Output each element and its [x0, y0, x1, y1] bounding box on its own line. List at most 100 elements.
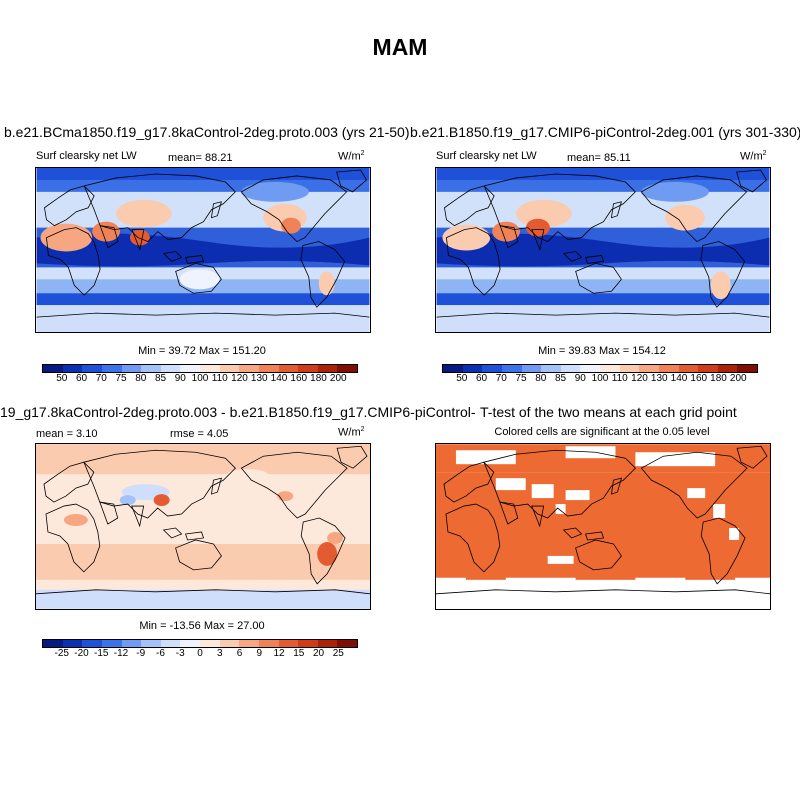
panel-1-colorbar: 50 60 70 75 80 85 90 100 110 120 130 140 160 180 200 — [42, 364, 358, 385]
colorbar-tick-label: 130 — [250, 373, 268, 384]
colorbar-swatch — [317, 365, 338, 372]
panel-3-minmax: Min = -13.56 Max = 27.00 — [139, 620, 265, 632]
colorbar-swatch — [43, 640, 63, 647]
colorbar-tick-label: 200 — [329, 373, 347, 384]
colorbar-swatch — [239, 640, 259, 647]
colorbar-swatch — [462, 365, 483, 372]
colorbar-swatch — [580, 365, 600, 372]
significant-region — [436, 472, 770, 578]
panel-3-units: W/m2 — [338, 426, 365, 439]
panel-2-title: b.e21.B1850.f19_g17.CMIP6-piControl-2deg… — [410, 124, 800, 140]
colorbar-tick-label: 25 — [332, 648, 344, 659]
panel-2-units: W/m2 — [740, 150, 767, 163]
colorbar-tick-label: 180 — [310, 373, 327, 384]
panel-1-minmax: Min = 39.72 Max = 151.20 — [138, 345, 266, 357]
colorbar-swatch — [639, 365, 659, 372]
panel-2-variable-label: Surf clearsky net LW — [436, 150, 537, 162]
colorbar-tick-label: -6 — [156, 648, 165, 659]
colorbar-tick-label: 50 — [56, 373, 68, 384]
colorbar-swatch — [180, 365, 200, 372]
colorbar-swatch — [121, 640, 142, 647]
colorbar-swatch — [101, 365, 122, 372]
colorbar-tick-label: 85 — [554, 373, 567, 384]
colorbar-tick-label: -15 — [94, 648, 109, 659]
colorbar-swatch — [560, 365, 581, 372]
colorbar-tick-labels: 50 60 70 75 80 85 90 100 110 120 130 140 160 180 200 — [42, 373, 358, 385]
colorbar-tick-labels: 50 60 70 75 80 85 90 100 110 120 130 140 160 180 200 — [442, 373, 758, 385]
colorbar-swatch — [43, 365, 63, 372]
panel-1-units: W/m2 — [338, 150, 365, 163]
panel-3-map — [35, 443, 371, 610]
colorbar-tick-label: 15 — [293, 648, 305, 659]
colorbar-tick-label: -20 — [74, 648, 89, 659]
colorbar-swatch — [521, 365, 542, 372]
colorbar-tick-label: 9 — [256, 648, 263, 659]
colorbar-swatch — [298, 365, 318, 372]
colorbar-swatch — [337, 640, 357, 647]
colorbar-swatch — [121, 365, 142, 372]
colorbar-tick-label: 80 — [135, 373, 147, 384]
colorbar-tick-label: 50 — [456, 373, 468, 384]
panel-1-mean-label: mean= 88.21 — [168, 152, 233, 164]
colorbar-tick-label: 90 — [574, 373, 586, 384]
colorbar-tick-label: 6 — [236, 648, 243, 659]
colorbar-swatch — [541, 365, 561, 372]
colorbar-swatch — [258, 365, 279, 372]
panel-4-subtitle: Colored cells are significant at the 0.0… — [494, 426, 710, 438]
colorbar-swatch — [600, 365, 620, 372]
colorbar-tick-label: 180 — [710, 373, 727, 384]
panel-4-map — [435, 443, 771, 610]
panel-3-title: 19_g17.8kaControl-2deg.proto.003 - b.e21… — [0, 404, 476, 420]
panel-1-map — [35, 167, 371, 333]
colorbar-swatch — [278, 640, 299, 647]
colorbar-swatch — [62, 365, 83, 372]
colorbar-tick-label: 120 — [631, 373, 648, 384]
colorbar-swatches — [42, 639, 358, 648]
colorbar-swatch — [160, 365, 181, 372]
colorbar-swatch — [443, 365, 463, 372]
colorbar-tick-label: 70 — [495, 373, 507, 384]
colorbar-tick-label: -3 — [175, 648, 185, 659]
colorbar-tick-label: 75 — [115, 373, 127, 384]
colorbar-swatch — [82, 365, 102, 372]
colorbar-tick-label: -9 — [136, 648, 146, 659]
colorbar-swatch — [337, 365, 357, 372]
colorbar-tick-label: 70 — [95, 373, 107, 384]
colorbar-swatch — [82, 640, 102, 647]
colorbar-swatch — [658, 365, 679, 372]
colorbar-tick-label: 60 — [475, 373, 488, 384]
colorbar-tick-labels: -25 -20 -15 -12 -9 -6 -3 0 3 6 9 12 15 20 25 — [42, 648, 358, 660]
colorbar-tick-label: 3 — [216, 648, 223, 659]
colorbar-swatch — [737, 365, 757, 372]
colorbar-swatch — [317, 640, 338, 647]
colorbar-swatch — [219, 365, 240, 372]
colorbar-tick-label: 80 — [535, 373, 547, 384]
colorbar-swatch — [180, 640, 200, 647]
colorbar-swatch — [239, 365, 259, 372]
panel-3-mean-label: mean = 3.10 — [36, 428, 98, 440]
colorbar-tick-label: 110 — [211, 373, 228, 384]
colorbar-tick-label: 20 — [312, 648, 325, 659]
colorbar-swatch — [698, 365, 718, 372]
colorbar-tick-label: 12 — [273, 648, 285, 659]
colorbar-tick-label: 140 — [670, 373, 688, 384]
panel-3-rmse-label: rmse = 4.05 — [170, 428, 229, 440]
colorbar-tick-label: 140 — [270, 373, 288, 384]
colorbar-tick-label: 90 — [174, 373, 186, 384]
panel-2-map — [435, 167, 771, 333]
panel-3-colorbar: -25 -20 -15 -12 -9 -6 -3 0 3 6 9 12 15 20 25 — [42, 639, 358, 660]
panel-1-title: b.e21.BCma1850.f19_g17.8kaControl-2deg.p… — [4, 124, 410, 140]
colorbar-swatch — [258, 640, 279, 647]
colorbar-tick-label: 160 — [690, 373, 708, 384]
colorbar-swatch — [298, 640, 318, 647]
colorbar-tick-label: 110 — [611, 373, 628, 384]
panel-2-mean-label: mean= 85.11 — [567, 152, 631, 164]
colorbar-tick-label: -12 — [113, 648, 129, 659]
colorbar-swatch — [141, 365, 161, 372]
colorbar-swatch — [482, 365, 502, 372]
colorbar-tick-label: 120 — [231, 373, 248, 384]
panel-4-title: T-test of the two means at each grid poi… — [480, 404, 737, 420]
colorbar-tick-label: 0 — [197, 648, 203, 659]
colorbar-swatch — [278, 365, 299, 372]
panel-2-colorbar: 50 60 70 75 80 85 90 100 110 120 130 140 160 180 200 — [442, 364, 758, 385]
